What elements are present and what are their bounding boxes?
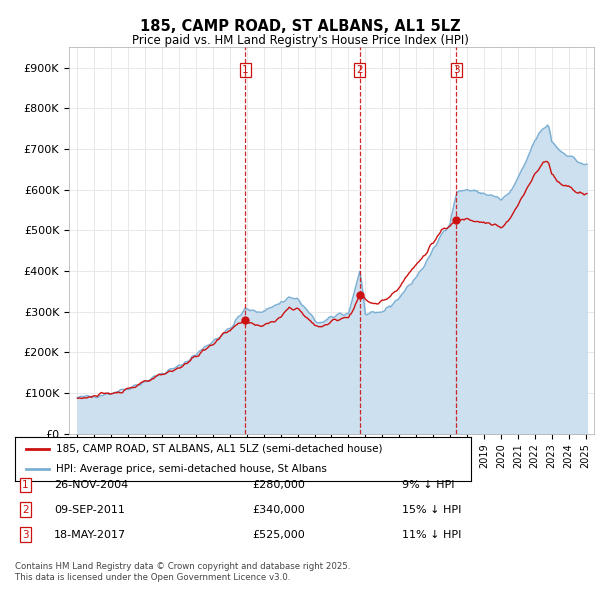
Text: Contains HM Land Registry data © Crown copyright and database right 2025.: Contains HM Land Registry data © Crown c…	[15, 562, 350, 571]
Text: This data is licensed under the Open Government Licence v3.0.: This data is licensed under the Open Gov…	[15, 573, 290, 582]
Text: £280,000: £280,000	[252, 480, 305, 490]
Text: 3: 3	[22, 530, 29, 539]
Text: 15% ↓ HPI: 15% ↓ HPI	[402, 505, 461, 514]
Text: 9% ↓ HPI: 9% ↓ HPI	[402, 480, 455, 490]
Text: £525,000: £525,000	[252, 530, 305, 539]
Text: 185, CAMP ROAD, ST ALBANS, AL1 5LZ: 185, CAMP ROAD, ST ALBANS, AL1 5LZ	[140, 19, 460, 34]
Text: 2: 2	[356, 65, 363, 76]
Text: 11% ↓ HPI: 11% ↓ HPI	[402, 530, 461, 539]
Text: HPI: Average price, semi-detached house, St Albans: HPI: Average price, semi-detached house,…	[56, 464, 327, 474]
Text: Price paid vs. HM Land Registry's House Price Index (HPI): Price paid vs. HM Land Registry's House …	[131, 34, 469, 47]
Text: 2: 2	[22, 505, 29, 514]
Text: 1: 1	[242, 65, 248, 76]
Text: 3: 3	[453, 65, 460, 76]
Text: 26-NOV-2004: 26-NOV-2004	[54, 480, 128, 490]
Text: 09-SEP-2011: 09-SEP-2011	[54, 505, 125, 514]
Text: 1: 1	[22, 480, 29, 490]
Text: 185, CAMP ROAD, ST ALBANS, AL1 5LZ (semi-detached house): 185, CAMP ROAD, ST ALBANS, AL1 5LZ (semi…	[56, 444, 383, 454]
Text: £340,000: £340,000	[252, 505, 305, 514]
Text: 18-MAY-2017: 18-MAY-2017	[54, 530, 126, 539]
